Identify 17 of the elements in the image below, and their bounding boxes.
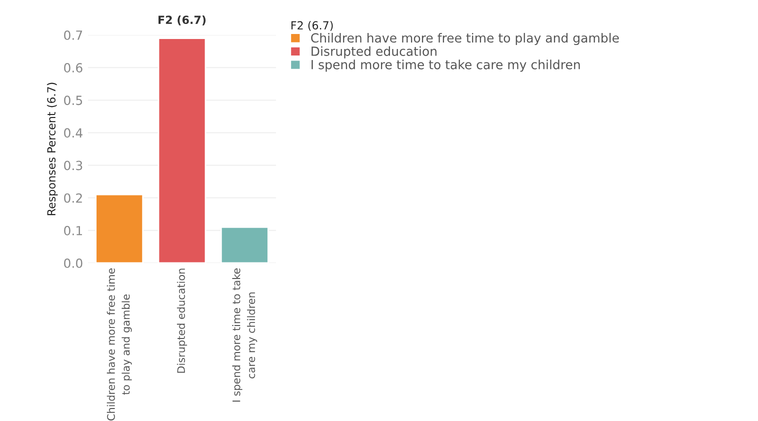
y-tick-label: 0.0	[64, 258, 82, 268]
y-tick-label: 0.6	[64, 63, 82, 72]
legend-label: I spend more time to take care my children	[312, 60, 580, 72]
y-tick-label: 0.3	[64, 160, 82, 170]
x-tick-label: I spend more time to take care my children	[232, 268, 258, 402]
y-tick-label: 0.7	[64, 30, 82, 40]
y-tick-label: 0.5	[64, 96, 82, 106]
y-tick-label: 0.4	[64, 128, 82, 138]
chart-title: F2 (6.7)	[158, 15, 206, 26]
y-axis-title: Responses Percent (6.7)	[46, 82, 58, 216]
legend-label: Disrupted education	[312, 46, 436, 58]
legend-label: Children have more free time to play and gamble	[311, 32, 619, 46]
y-tick-label: 0.1	[64, 226, 82, 236]
y-tick-label: 0.2	[64, 193, 82, 203]
x-tick-label: Children have more free time to play and gamble	[106, 268, 132, 420]
x-tick-label: Disrupted education	[176, 268, 188, 373]
legend-title: F2 (6.7)	[291, 20, 333, 31]
